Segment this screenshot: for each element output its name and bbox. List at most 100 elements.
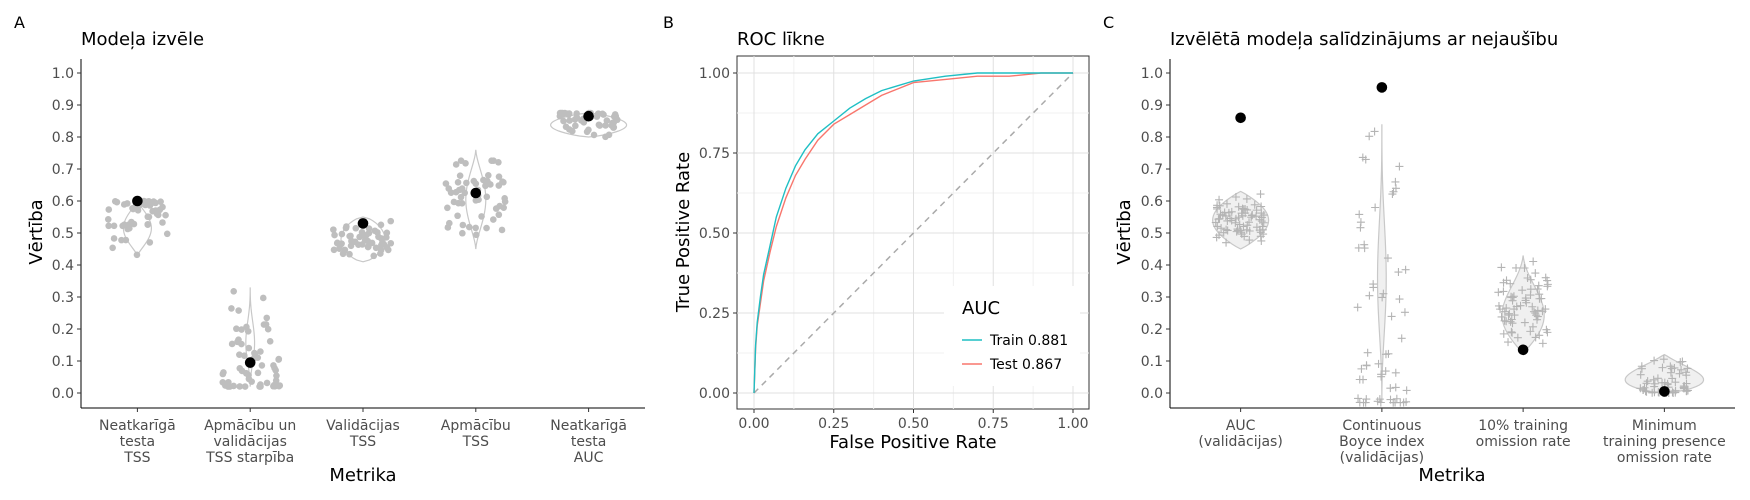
selected-value-point: [1376, 82, 1388, 93]
data-point: [1357, 364, 1366, 373]
data-point: [1535, 290, 1544, 299]
data-point: [1363, 348, 1372, 357]
data-point: [1683, 364, 1692, 373]
data-point: [1361, 155, 1370, 164]
data-point: [347, 232, 354, 240]
data-point: [263, 314, 271, 322]
legend-label: Test 0.867: [989, 357, 1062, 373]
data-point: [273, 372, 280, 379]
x-tick-label-line: Continuous: [1342, 418, 1421, 434]
data-point: [234, 338, 241, 346]
reference-diagonal-line: [753, 72, 1074, 394]
data-point: [1659, 355, 1668, 364]
data-point: [258, 362, 266, 369]
data-point: [457, 193, 465, 201]
data-point: [1535, 331, 1544, 340]
data-point: [1231, 193, 1240, 202]
data-point: [602, 122, 609, 129]
data-point: [1642, 387, 1651, 396]
y-tick-label: 0.7: [52, 162, 74, 178]
x-tick-label-line: testa: [571, 434, 606, 450]
violin-shape: [1376, 124, 1387, 403]
data-point: [331, 231, 338, 239]
data-point: [444, 204, 451, 212]
data-point: [104, 216, 112, 223]
panel-a-ylabel: Vērtība: [26, 199, 47, 264]
data-point: [1389, 398, 1398, 407]
data-point: [343, 223, 350, 230]
data-point: [465, 223, 473, 231]
data-point: [230, 288, 238, 295]
x-tick-label-line: TSS: [123, 450, 150, 466]
data-point: [1520, 264, 1529, 272]
panel-a-title: Modeļa izvēle: [81, 29, 204, 50]
data-point: [122, 236, 130, 244]
data-point: [1401, 265, 1410, 274]
data-point: [1521, 296, 1530, 305]
data-point: [610, 123, 618, 131]
data-point: [1510, 311, 1519, 320]
data-point: [1636, 370, 1645, 379]
data-point: [130, 220, 138, 228]
data-point: [1502, 304, 1511, 313]
data-point: [1226, 214, 1235, 223]
data-point: [346, 250, 353, 258]
data-point: [1496, 305, 1505, 314]
data-point: [1371, 203, 1380, 212]
x-tick-label: Apmācību un validācijas TSS starpība: [204, 418, 296, 466]
data-point: [1395, 162, 1404, 171]
y-tick-label: 0.8: [52, 130, 74, 146]
data-point: [1245, 218, 1254, 227]
data-point: [1506, 279, 1515, 288]
data-point: [259, 294, 267, 302]
data-point: [1394, 268, 1403, 277]
data-point: [348, 237, 355, 245]
data-point: [1541, 305, 1550, 314]
data-point: [1218, 211, 1227, 220]
data-point: [1373, 397, 1382, 406]
data-point: [557, 109, 565, 117]
data-point: [1642, 379, 1651, 388]
data-point: [1526, 275, 1535, 284]
data-point: [1388, 190, 1397, 199]
data-point: [1528, 322, 1537, 331]
data-point: [478, 213, 485, 220]
data-point: [1649, 375, 1658, 384]
data-point: [461, 189, 469, 197]
data-point: [145, 213, 153, 221]
data-point: [1391, 383, 1400, 392]
data-point: [1520, 318, 1529, 327]
data-point: [1526, 285, 1535, 294]
data-point: [105, 222, 112, 230]
data-point: [384, 246, 392, 254]
data-point: [1666, 362, 1675, 371]
data-point: [590, 131, 598, 139]
data-point: [495, 173, 503, 180]
data-point: [611, 111, 619, 118]
data-point: [153, 210, 161, 218]
data-point: [1362, 361, 1371, 370]
data-point: [454, 212, 461, 220]
x-tick-label: 0.75: [978, 416, 1009, 432]
x-tick-label: Minimum training presence omission rate: [1603, 418, 1726, 466]
data-point: [1378, 293, 1387, 302]
data-point: [457, 157, 465, 164]
data-point: [123, 200, 131, 207]
data-point: [159, 219, 166, 226]
x-tick-label: 0.00: [738, 416, 769, 432]
data-point: [1374, 359, 1383, 368]
x-tick-label-line: TSS starpība: [205, 450, 294, 466]
data-point: [1500, 307, 1509, 316]
data-point: [572, 122, 579, 130]
data-point: [1240, 232, 1249, 241]
x-tick-label-line: Apmācību: [441, 418, 511, 434]
data-point: [236, 364, 244, 372]
data-point: [220, 369, 227, 376]
data-point: [1239, 205, 1248, 214]
data-point: [1353, 303, 1362, 312]
y-tick-label: 0.9: [52, 98, 74, 114]
x-tick-label-line: Neatkarīgā: [99, 418, 176, 434]
data-point: [1538, 339, 1547, 348]
data-point: [228, 340, 236, 348]
data-point: [1531, 333, 1540, 342]
